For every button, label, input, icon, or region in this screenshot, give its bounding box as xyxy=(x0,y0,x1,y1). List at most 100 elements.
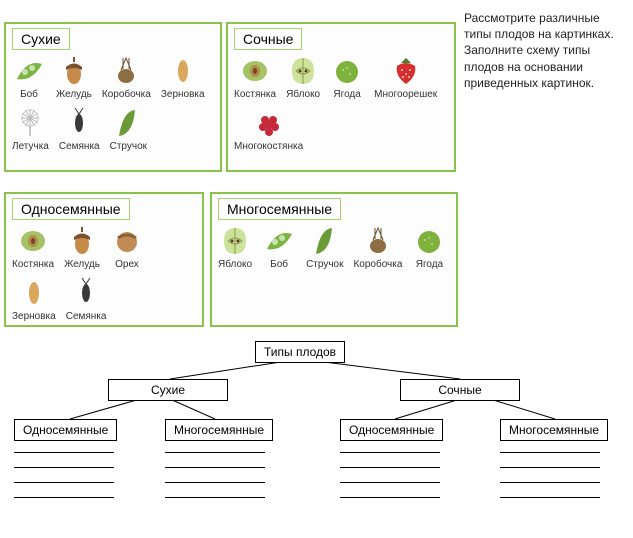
blank-line[interactable] xyxy=(165,497,265,498)
fruit-item: Многоорешек xyxy=(374,54,437,100)
panel-title-single: Односемянные xyxy=(12,198,130,220)
blank-line[interactable] xyxy=(500,497,600,498)
fruit-label: Стручок xyxy=(306,259,343,270)
fruit-item: Яблоко xyxy=(218,224,252,270)
fruit-icon xyxy=(252,106,286,140)
fruit-item: Костянка xyxy=(234,54,276,100)
schema-left: Сухие xyxy=(108,379,228,401)
blank-line[interactable] xyxy=(340,482,440,483)
fruit-label: Костянка xyxy=(12,259,54,270)
blank-line[interactable] xyxy=(340,497,440,498)
blank-line[interactable] xyxy=(500,467,600,468)
fruit-icon xyxy=(389,54,423,88)
fruit-label: Коробочка xyxy=(102,89,151,100)
fruit-item: Желудь xyxy=(56,54,92,100)
panel-title-dry: Сухие xyxy=(12,28,70,50)
fruit-label: Многоорешек xyxy=(374,89,437,100)
fruit-icon xyxy=(218,224,252,258)
panel-single-items: Костянка Желудь Орех Зерновка Семянка xyxy=(12,224,196,322)
fruit-label: Боб xyxy=(20,89,38,100)
panel-single: Односемянные Костянка Желудь Орех Зерновка С… xyxy=(4,192,204,327)
fruit-item: Семянка xyxy=(59,106,100,152)
fruit-icon xyxy=(12,54,46,88)
blank-line[interactable] xyxy=(165,452,265,453)
fruit-label: Зерновка xyxy=(161,89,205,100)
panel-title-juicy: Сочные xyxy=(234,28,302,50)
schema-diagram: Типы плодов Сухие Сочные Односемянные Мн… xyxy=(0,337,633,507)
panel-juicy-items: Костянка Яблоко Ягода Многоорешек Многокостя… xyxy=(234,54,448,152)
blank-line[interactable] xyxy=(340,452,440,453)
fruit-icon xyxy=(17,276,51,310)
panel-juicy: Сочные Костянка Яблоко Ягода Многоорешек Мно… xyxy=(226,22,456,172)
fruit-icon xyxy=(69,276,103,310)
fruit-item: Коробочка xyxy=(353,224,402,270)
fruit-item: Желудь xyxy=(64,224,100,270)
fruit-label: Желудь xyxy=(64,259,100,270)
fruit-item: Боб xyxy=(12,54,46,100)
fruit-label: Желудь xyxy=(56,89,92,100)
blank-line[interactable] xyxy=(165,482,265,483)
blank-line[interactable] xyxy=(14,452,114,453)
blank-line[interactable] xyxy=(14,482,114,483)
fruit-item: Многокостянка xyxy=(234,106,303,152)
fruit-item: Ягода xyxy=(412,224,446,270)
fruit-label: Ягода xyxy=(416,259,443,270)
panel-multi-items: Яблоко Боб Стручок Коробочка Ягода xyxy=(218,224,450,270)
blank-line[interactable] xyxy=(500,482,600,483)
fruit-item: Стручок xyxy=(306,224,343,270)
fruit-label: Коробочка xyxy=(353,259,402,270)
fruit-item: Летучка xyxy=(12,106,49,152)
fruit-item: Зерновка xyxy=(161,54,205,100)
fruit-label: Яблоко xyxy=(218,259,252,270)
fruit-label: Семянка xyxy=(66,311,107,322)
fruit-icon xyxy=(110,224,144,258)
fruit-icon xyxy=(166,54,200,88)
fruit-item: Зерновка xyxy=(12,276,56,322)
fruit-icon xyxy=(286,54,320,88)
fruit-label: Стручок xyxy=(110,141,147,152)
schema-leaf4: Многосемянные xyxy=(500,419,608,441)
blank-line[interactable] xyxy=(500,452,600,453)
fruit-label: Зерновка xyxy=(12,311,56,322)
fruit-item: Орех xyxy=(110,224,144,270)
panel-dry: Сухие Боб Желудь Коробочка Зерновка Летучка С… xyxy=(4,22,222,172)
fruit-item: Семянка xyxy=(66,276,107,322)
schema-right: Сочные xyxy=(400,379,520,401)
fruit-item: Боб xyxy=(262,224,296,270)
fruit-item: Яблоко xyxy=(286,54,320,100)
fruit-label: Семянка xyxy=(59,141,100,152)
fruit-label: Орех xyxy=(115,259,139,270)
fruit-icon xyxy=(109,54,143,88)
fruit-icon xyxy=(262,224,296,258)
fruit-icon xyxy=(65,224,99,258)
schema-root: Типы плодов xyxy=(255,341,345,363)
fruit-icon xyxy=(57,54,91,88)
fruit-label: Ягода xyxy=(333,89,360,100)
fruit-label: Летучка xyxy=(12,141,49,152)
fruit-icon xyxy=(62,106,96,140)
schema-leaf3: Односемянные xyxy=(340,419,443,441)
fruit-icon xyxy=(16,224,50,258)
fruit-label: Многокостянка xyxy=(234,141,303,152)
fruit-label: Костянка xyxy=(234,89,276,100)
schema-leaf2: Многосемянные xyxy=(165,419,273,441)
panel-multi: Многосемянные ЯблокоБобСтручокКоробочкаЯ… xyxy=(210,192,458,327)
fruit-item: Стручок xyxy=(110,106,147,152)
blank-line[interactable] xyxy=(340,467,440,468)
fruit-item: Костянка xyxy=(12,224,54,270)
schema-leaf1: Односемянные xyxy=(14,419,117,441)
fruit-icon xyxy=(13,106,47,140)
fruit-item: Ягода xyxy=(330,54,364,100)
top-row: Сухие Боб Желудь Коробочка Зерновка Летучка С… xyxy=(0,0,633,176)
fruit-label: Яблоко xyxy=(286,89,320,100)
blank-line[interactable] xyxy=(14,497,114,498)
fruit-icon xyxy=(330,54,364,88)
instruction-text: Рассмотрите различные типы плодов на кар… xyxy=(460,4,625,172)
fruit-icon xyxy=(308,224,342,258)
fruit-item: Коробочка xyxy=(102,54,151,100)
blank-line[interactable] xyxy=(165,467,265,468)
fruit-icon xyxy=(412,224,446,258)
fruit-label: Боб xyxy=(270,259,288,270)
blank-line[interactable] xyxy=(14,467,114,468)
panel-title-multi: Многосемянные xyxy=(218,198,341,220)
